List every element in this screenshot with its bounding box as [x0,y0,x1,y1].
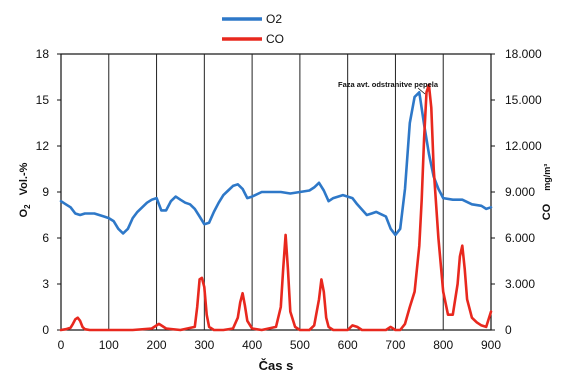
x-tick-label: 500 [290,338,310,352]
x-tick-label: 900 [481,338,501,352]
y-right-title-unit: mg/m³ [542,164,552,191]
x-tick-label: 800 [433,338,453,352]
y-right-tick-label: 12.000 [505,139,542,153]
tick-labels: 0 100 200 300 400 500 600 700 800 900 0 3 6 9 12 15 18 0 3… [36,47,542,352]
y-right-tick-label: 0 [505,323,512,337]
y-right-tick-label: 3.000 [505,277,535,291]
y-left-tick-label: 6 [42,231,49,245]
y-axis-title-left: O2 Vol.-% [18,162,32,217]
y-left-tick-label: 18 [36,47,50,61]
legend-label-o2: O2 [266,12,282,26]
x-tick-label: 400 [242,338,262,352]
y-left-tick-label: 15 [36,93,50,107]
y-axis-title-right: CO mg/m³ [541,164,553,221]
legend-label-co: CO [266,32,284,46]
y-right-tick-label: 15.000 [505,93,542,107]
series-line-o2 [59,91,493,237]
x-tick-label: 300 [194,338,214,352]
y-left-title-unit: Vol.-% [18,162,30,195]
y-right-tick-label: 9.000 [505,185,535,199]
x-axis-title: Čas s [259,358,294,373]
y-right-tick-label: 6.000 [505,231,535,245]
annotation-ash-removal: Faza avt. odstranitve pepela [338,80,439,89]
legend: O2 CO [222,12,284,46]
x-tick-label: 0 [58,338,65,352]
y-left-tick-label: 0 [42,323,49,337]
grid [108,54,444,330]
x-tick-label: 600 [338,338,358,352]
y-right-title-main: CO [541,203,553,220]
svg-text:CO mg/m³: CO mg/m³ [541,164,553,221]
annotation-arrow [417,87,426,95]
x-tick-label: 100 [99,338,119,352]
x-tick-label: 700 [385,338,405,352]
series-line-co [59,83,493,332]
x-tick-label: 200 [147,338,167,352]
series-lines [59,83,493,332]
y-left-title-sub: 2 [23,204,32,209]
y-left-tick-label: 3 [42,277,49,291]
y-left-tick-label: 9 [42,185,49,199]
y-left-title-main: O [18,208,30,217]
y-left-tick-label: 12 [36,139,50,153]
svg-text:O2 Vol.-%: O2 Vol.-% [18,162,32,217]
y-right-tick-label: 18.000 [505,47,542,61]
